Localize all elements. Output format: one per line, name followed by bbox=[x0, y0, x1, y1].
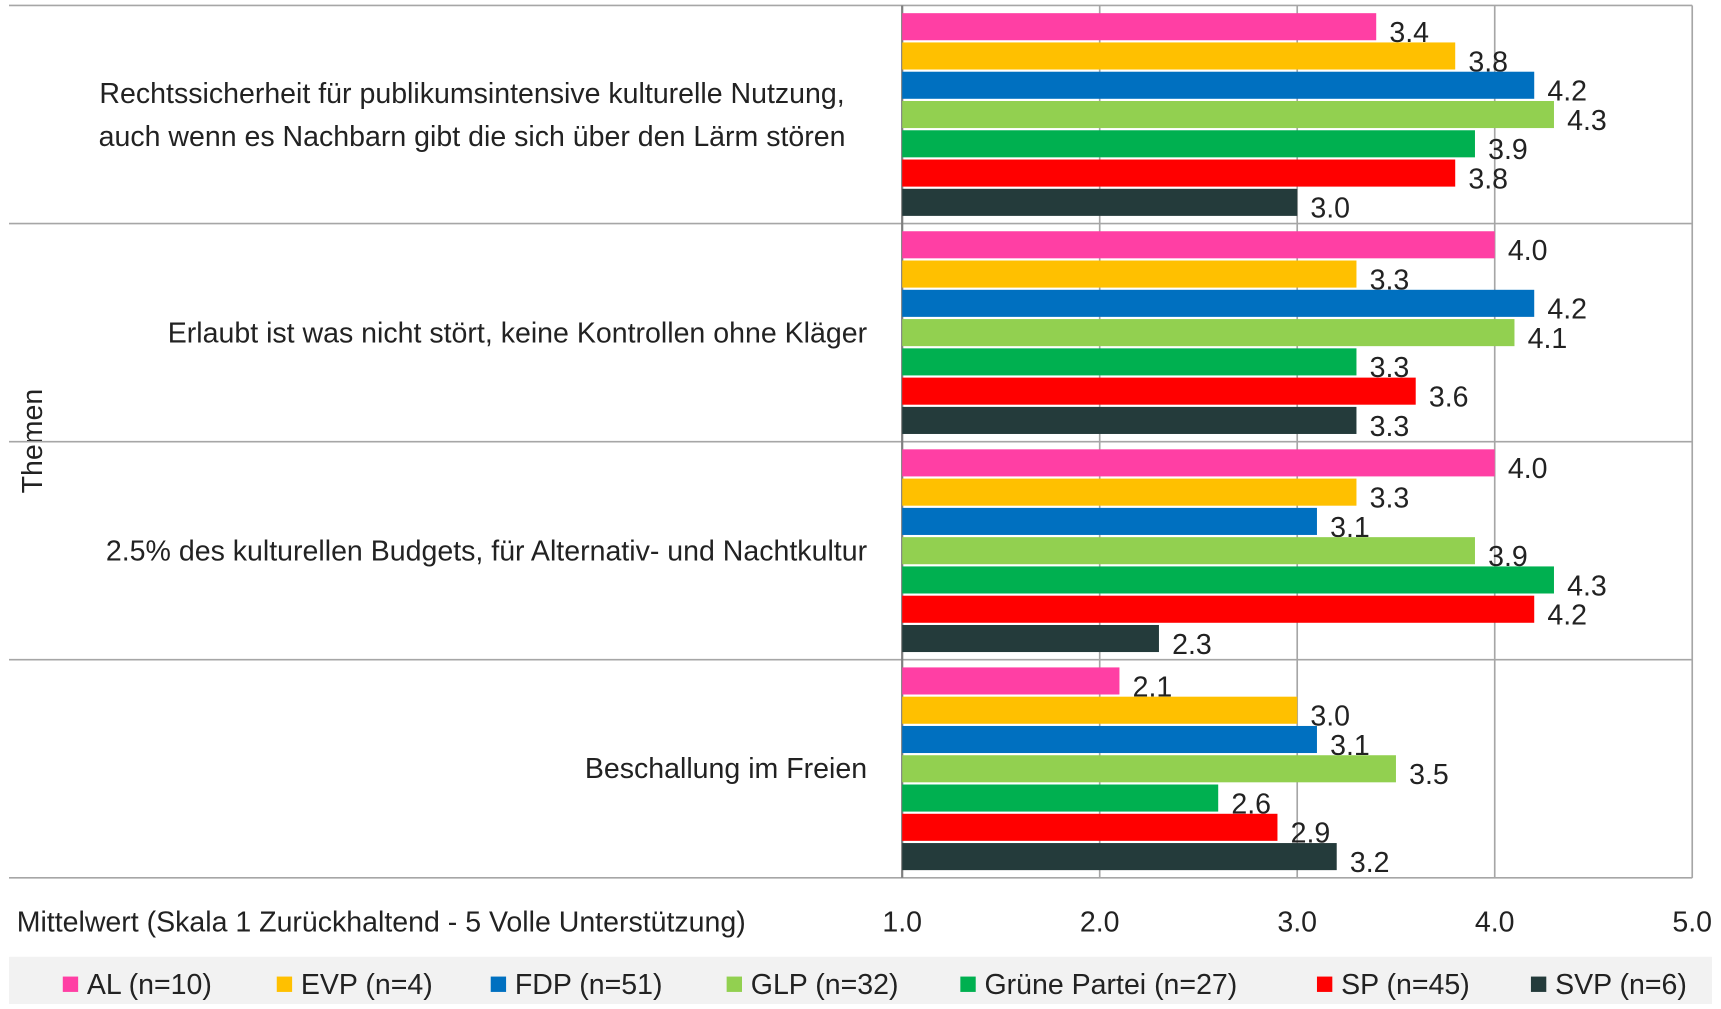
x-tick-label: 2.0 bbox=[1080, 907, 1120, 939]
data-label: 4.0 bbox=[1508, 235, 1548, 267]
category-label: Rechtssicherheit für publikumsintensive … bbox=[98, 76, 846, 152]
x-axis-label: Mittelwert (Skala 1 Zurückhaltend - 5 Vo… bbox=[17, 907, 746, 939]
data-label: 4.2 bbox=[1547, 600, 1587, 632]
bar bbox=[902, 843, 1337, 871]
legend-marker bbox=[490, 976, 507, 992]
legend-marker bbox=[1316, 976, 1333, 992]
bar bbox=[902, 449, 1495, 477]
data-label: 4.2 bbox=[1547, 76, 1587, 108]
bar bbox=[902, 624, 1159, 653]
category-label-box: 2.5% des kulturellen Budgets, für Altern… bbox=[77, 442, 867, 660]
data-label: 3.0 bbox=[1310, 701, 1350, 733]
data-label: 2.3 bbox=[1172, 629, 1212, 661]
bar bbox=[902, 595, 1535, 623]
legend-label: AL (n=10) bbox=[87, 969, 212, 1001]
legend-label: FDP (n=51) bbox=[515, 969, 663, 1001]
data-label: 3.3 bbox=[1370, 483, 1410, 515]
bar bbox=[902, 319, 1515, 347]
legend-marker bbox=[726, 976, 742, 992]
data-label: 4.1 bbox=[1528, 323, 1568, 355]
bar bbox=[902, 289, 1535, 317]
bar bbox=[902, 784, 1219, 812]
category-label-box: Beschallung im Freien bbox=[77, 660, 867, 878]
category-label-box: Erlaubt ist was nicht stört, keine Kontr… bbox=[77, 224, 867, 442]
legend-label: SVP (n=6) bbox=[1555, 969, 1687, 1001]
legend-marker bbox=[62, 976, 79, 992]
legend-label: SP (n=45) bbox=[1341, 969, 1470, 1001]
bar bbox=[902, 42, 1456, 70]
x-tick-label: 5.0 bbox=[1672, 907, 1712, 939]
bar bbox=[902, 725, 1317, 754]
data-label: 4.3 bbox=[1567, 105, 1607, 137]
bar bbox=[902, 348, 1357, 376]
bar bbox=[902, 13, 1377, 41]
bar bbox=[902, 130, 1475, 158]
category-label: Erlaubt ist was nicht stört, keine Kontr… bbox=[167, 315, 868, 349]
bar bbox=[902, 100, 1554, 129]
data-label: 3.5 bbox=[1409, 759, 1449, 791]
legend-marker bbox=[1530, 976, 1547, 992]
bar bbox=[902, 377, 1416, 405]
bar bbox=[902, 507, 1317, 535]
bar bbox=[902, 406, 1357, 434]
x-tick-label: 3.0 bbox=[1277, 907, 1317, 939]
data-label: 4.0 bbox=[1508, 453, 1548, 485]
category-label: 2.5% des kulturellen Budgets, für Altern… bbox=[105, 533, 868, 567]
bar bbox=[902, 188, 1298, 216]
data-label: 3.9 bbox=[1488, 134, 1528, 166]
data-label: 3.0 bbox=[1310, 193, 1350, 225]
category-cell: Rechtssicherheit für publikumsintensive … bbox=[77, 5, 867, 223]
bar bbox=[902, 696, 1298, 724]
bar bbox=[902, 260, 1357, 288]
bar bbox=[902, 813, 1278, 841]
category-cell: Erlaubt ist was nicht stört, keine Kontr… bbox=[77, 224, 867, 442]
category-label: Beschallung im Freien bbox=[584, 751, 868, 785]
bar bbox=[902, 71, 1535, 99]
data-label: 3.2 bbox=[1350, 847, 1390, 879]
data-label: 3.3 bbox=[1370, 411, 1410, 443]
category-cell: 2.5% des kulturellen Budgets, für Altern… bbox=[77, 442, 867, 660]
legend-label: GLP (n=32) bbox=[751, 969, 899, 1001]
data-label: 3.6 bbox=[1429, 382, 1469, 414]
category-cell: Beschallung im Freien bbox=[77, 660, 867, 878]
bar bbox=[902, 231, 1495, 259]
legend-marker bbox=[960, 976, 976, 992]
legend-label: Grüne Partei (n=27) bbox=[984, 969, 1237, 1001]
bar bbox=[902, 537, 1475, 565]
x-tick-label: 1.0 bbox=[882, 907, 922, 939]
data-label: 4.2 bbox=[1547, 294, 1587, 326]
bar bbox=[902, 667, 1120, 695]
x-tick-label: 4.0 bbox=[1475, 907, 1515, 939]
bar bbox=[902, 159, 1456, 187]
legend-background bbox=[9, 956, 1712, 1008]
data-label: 4.3 bbox=[1567, 570, 1607, 602]
data-label: 3.8 bbox=[1468, 163, 1508, 195]
bar bbox=[902, 566, 1554, 594]
bar bbox=[902, 478, 1357, 506]
legend-marker bbox=[276, 976, 293, 992]
bar bbox=[902, 755, 1396, 783]
legend-label: EVP (n=4) bbox=[301, 969, 433, 1001]
category-label-box: Rechtssicherheit für publikumsintensive … bbox=[77, 5, 867, 223]
